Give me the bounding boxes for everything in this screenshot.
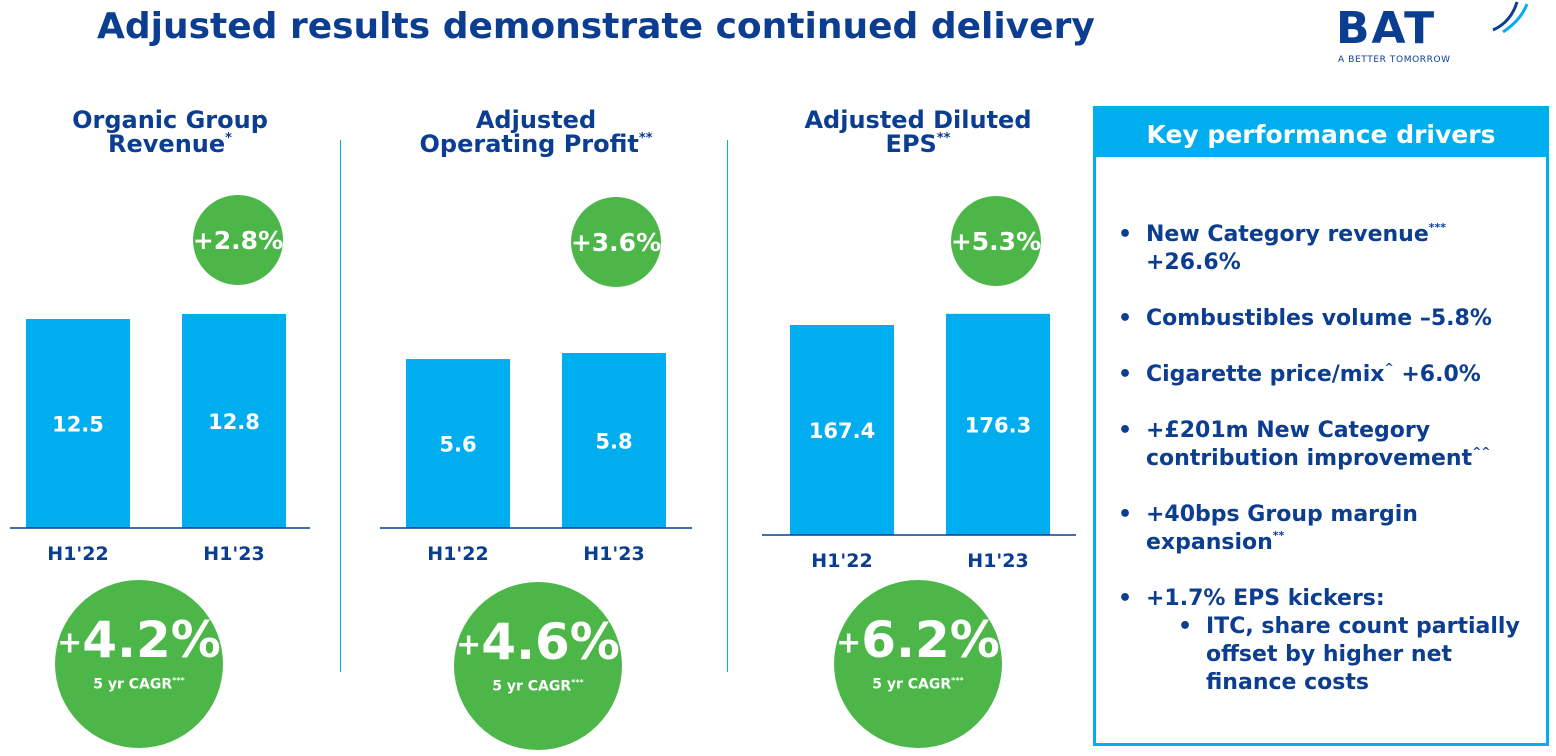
driver-footnote: ** [1272,529,1285,542]
driver-item: +£201m New Category contribution improve… [1118,417,1538,473]
driver-sub-item: ITC, share count partially offset by hig… [1178,613,1538,697]
bar-0 [406,359,510,528]
drivers-header: Key performance drivers [1096,109,1546,157]
chart-organic-revenue: Organic Group Revenue* 12.5 H1'22 12.8 H1'2… [10,100,330,756]
driver-item: +40bps Group margin expansion** [1118,501,1538,557]
page-title: Adjusted results demonstrate continued d… [97,6,1095,47]
chart-title: Adjusted Operating Profit** [376,108,696,156]
chart-title-footnote: ** [638,131,653,146]
cagr-label-text: 5 yr CAGR [93,676,173,693]
bar-0 [790,324,894,535]
cagr-label: 5 yr CAGR*** [55,676,223,693]
driver-text-2: +26.6% [1146,250,1241,275]
cagr-label-text: 5 yr CAGR [492,678,572,695]
bar-value-label: 167.4 [809,419,875,443]
category-tick-label: H1'22 [811,550,872,572]
cagr-footnote: *** [571,678,584,687]
cagr-footnote: *** [172,676,185,685]
cagr-number: 4.2% [82,611,221,669]
driver-footnote: *** [1428,221,1446,234]
category-tick-label: H1'23 [583,543,644,565]
bar-chart-svg: 167.4 H1'22 176.3 H1'23 +5.3% [762,196,1076,572]
chart-title-line-2: Revenue [108,130,226,158]
cagr-badge: +6.2% 5 yr CAGR*** [834,580,1002,748]
growth-label: +3.6% [571,228,661,257]
driver-sub-list: ITC, share count partially offset by hig… [1146,613,1538,697]
chart-title-line-1: Adjusted [475,106,597,134]
chart-title: Organic Group Revenue* [10,108,330,156]
bar-value-label: 12.5 [52,413,104,437]
cagr-badge: +4.2% 5 yr CAGR*** [55,580,223,748]
bar-value-label: 12.8 [208,410,260,434]
cagr-plus: + [836,625,862,661]
cagr-label: 5 yr CAGR*** [834,676,1002,693]
swoosh-icon [1492,1,1529,34]
growth-label: +5.3% [951,227,1041,256]
chart-title-line-2: Operating Profit [419,130,639,158]
driver-footnote: ^^ [1472,445,1491,458]
bar-value-label: 5.6 [439,433,476,457]
growth-label: +2.8% [193,226,283,255]
driver-item: Cigarette price/mix^ +6.0% [1118,361,1538,389]
cagr-value: +6.2% [834,612,1002,672]
bar-chart-svg: 12.5 H1'22 12.8 H1'23 +2.8% [10,195,310,565]
bar-1 [562,353,666,528]
cagr-number: 6.2% [861,611,1000,669]
driver-text: +1.7% EPS kickers: [1146,586,1385,611]
driver-text: Cigarette price/mix [1146,362,1385,387]
logo-tagline: A BETTER TOMORROW [1338,55,1451,65]
driver-text: Combustibles volume –5.8% [1146,306,1492,331]
driver-item: New Category revenue*** +26.6% [1118,221,1538,277]
chart-title-line-2: EPS [885,130,937,158]
driver-text: +40bps Group margin expansion [1146,502,1418,555]
driver-text: New Category revenue [1146,222,1429,247]
category-tick-label: H1'23 [203,543,264,565]
driver-item: Combustibles volume –5.8% [1118,305,1538,333]
chart-title-footnote: ** [936,131,951,146]
growth-badge [951,196,1041,286]
divider-2 [727,140,728,672]
chart-operating-profit: Adjusted Operating Profit** 5.6 H1'22 5.8 H… [376,100,696,756]
logo-wordmark: BAT [1336,3,1437,54]
bar-1 [946,313,1050,535]
growth-badge [571,197,661,287]
category-tick-label: H1'23 [967,550,1028,572]
chart-title-line-1: Organic Group [72,106,268,134]
chart-title-footnote: * [225,131,232,146]
bar-1 [182,313,286,528]
chart-title: Adjusted Diluted EPS** [758,108,1078,156]
cagr-footnote: *** [951,676,964,685]
bar-chart-svg: 5.6 H1'22 5.8 H1'23 +3.6% [380,197,692,565]
divider-1 [340,140,341,672]
driver-text-2: +6.0% [1393,362,1481,387]
cagr-plus: + [57,625,83,661]
category-tick-label: H1'22 [427,543,488,565]
key-drivers-panel: Key performance drivers New Category rev… [1093,106,1549,746]
cagr-value: +4.6% [454,614,622,674]
cagr-number: 4.6% [481,613,620,671]
bar-value-label: 5.8 [595,430,632,454]
cagr-label: 5 yr CAGR*** [454,678,622,695]
chart-diluted-eps: Adjusted Diluted EPS** 167.4 H1'22 176.3 H1… [758,100,1078,756]
driver-footnote: ^ [1384,361,1394,374]
category-tick-label: H1'22 [47,543,108,565]
drivers-list: New Category revenue*** +26.6% Combustibl… [1118,221,1538,697]
chart-title-line-1: Adjusted Diluted [804,106,1032,134]
cagr-badge: +4.6% 5 yr CAGR*** [454,582,622,750]
bar-value-label: 176.3 [965,413,1031,437]
cagr-plus: + [456,627,482,663]
driver-item: +1.7% EPS kickers: ITC, share count part… [1118,585,1538,697]
bar-0 [26,319,130,528]
bat-logo: BAT A BETTER TOMORROW [1334,0,1534,70]
cagr-value: +4.2% [55,612,223,672]
cagr-label-text: 5 yr CAGR [872,676,952,693]
driver-text: +£201m New Category contribution improve… [1146,418,1473,471]
growth-badge [193,195,283,285]
